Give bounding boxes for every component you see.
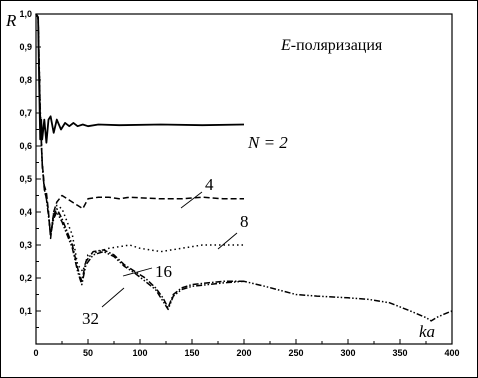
x-tick-label: 200 xyxy=(236,348,251,358)
leader-line-32 xyxy=(101,287,125,308)
y-tick-label: 0,6 xyxy=(19,141,32,151)
series-label-32: 32 xyxy=(82,309,99,328)
leader-line-8 xyxy=(217,232,238,250)
y-tick-label: 0,7 xyxy=(19,108,32,118)
y-axis-title: R xyxy=(5,11,17,30)
polarization-annotation: E-поляризация xyxy=(280,37,383,54)
x-tick-label: 100 xyxy=(132,348,147,358)
x-tick-label: 50 xyxy=(83,348,93,358)
x-tick-label: 0 xyxy=(33,348,38,358)
x-axis-ticks: 0 50 100 150 200 250 300 350 400 xyxy=(33,339,460,358)
series-label-n2: N = 2 xyxy=(247,133,288,152)
y-tick-label: 0,1 xyxy=(19,306,32,316)
y-tick-label: 0,9 xyxy=(19,42,32,52)
series-layer xyxy=(35,13,453,322)
x-tick-label: 350 xyxy=(392,348,407,358)
series-label-8: 8 xyxy=(240,212,249,231)
x-tick-label: 250 xyxy=(288,348,303,358)
y-tick-label: 0,3 xyxy=(19,240,32,250)
y-tick-label: 0,2 xyxy=(19,273,32,283)
y-tick-label: 0,5 xyxy=(19,174,32,184)
y-tick-label: 0,8 xyxy=(19,75,32,85)
series-label-4: 4 xyxy=(205,175,214,194)
y-tick-label: 0,4 xyxy=(19,207,32,217)
y-axis-ticks: 0,1 0,2 0,3 0,4 0,5 0,6 0,7 0,8 0,9 1,0 xyxy=(19,9,41,328)
leader-line-16 xyxy=(122,267,153,277)
y-tick-label: 1,0 xyxy=(19,9,32,19)
x-tick-label: 400 xyxy=(444,348,459,358)
series-label-16: 16 xyxy=(155,262,172,281)
x-tick-label: 150 xyxy=(184,348,199,358)
x-tick-label: 300 xyxy=(340,348,355,358)
leader-line-4 xyxy=(180,191,203,209)
x-axis-title: ka xyxy=(419,322,435,341)
series-line-5 xyxy=(35,13,453,322)
